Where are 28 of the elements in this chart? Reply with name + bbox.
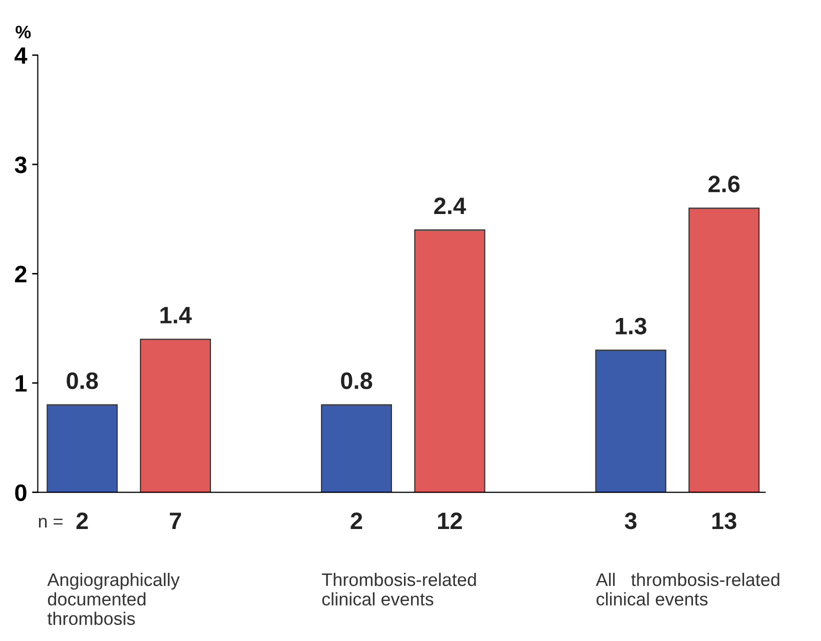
text: 3: [624, 512, 636, 530]
data-label: 1.4: [160, 307, 192, 324]
data-label: 2.4: [434, 197, 466, 214]
x-tick-label: Thrombosis-related clinical events: [322, 572, 476, 606]
text: n =: [38, 518, 62, 528]
x-tick-label: Angiographically documented thrombosis: [47, 572, 180, 625]
bar: [140, 338, 211, 492]
y-axis-title: %: [16, 26, 31, 38]
data-label: 1.3: [616, 318, 646, 334]
y-tick-label: 2: [15, 266, 26, 282]
text: 13: [712, 512, 736, 530]
text: 2: [350, 512, 362, 529]
bar: [688, 208, 760, 492]
bar: [595, 350, 666, 492]
x-tick-label: All thrombosis-related clinical events: [596, 572, 780, 606]
bar: [320, 404, 392, 492]
data-label: 2.6: [708, 176, 740, 192]
text: 12: [438, 512, 462, 529]
data-label: 0.8: [341, 372, 372, 390]
text: 2: [76, 512, 88, 529]
bar: [46, 404, 118, 492]
y-tick-label: 3: [14, 156, 26, 174]
y-tick-label: 0: [15, 484, 26, 502]
bar: [414, 229, 486, 492]
y-tick-label: 1: [16, 375, 27, 392]
text: 7: [170, 512, 181, 529]
y-tick-label: 4: [14, 47, 28, 64]
data-label: 0.8: [66, 372, 98, 390]
